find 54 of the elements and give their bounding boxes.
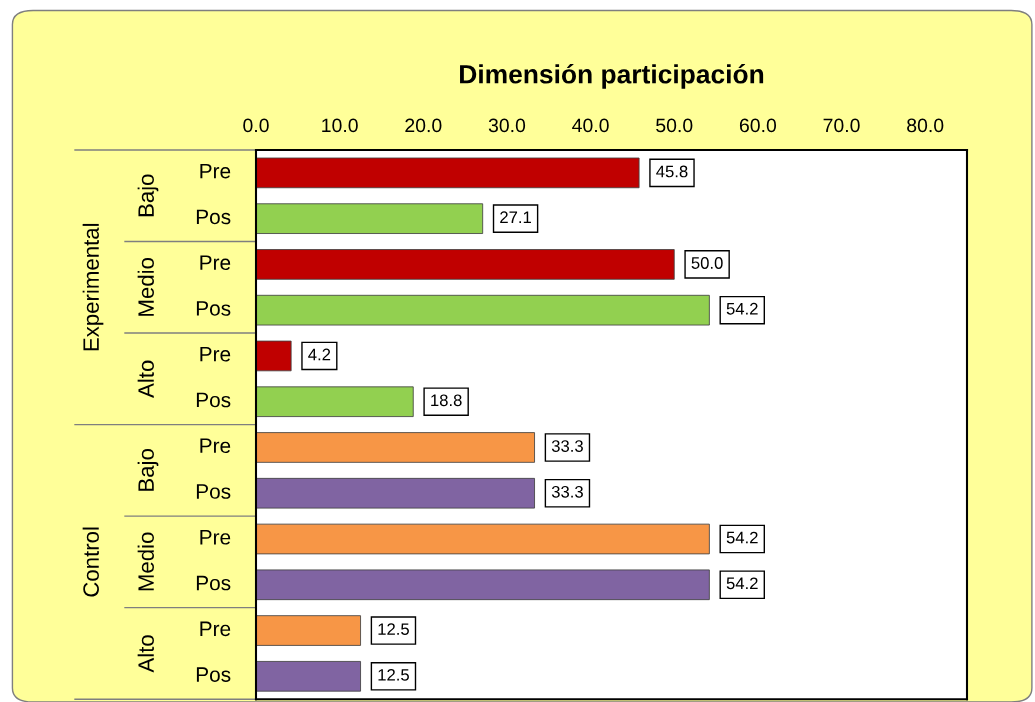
data-label: 27.1: [500, 211, 531, 223]
bar: [256, 157, 640, 189]
bar: [256, 432, 535, 463]
y-tick-label: Pre: [200, 163, 231, 179]
text: Medio: [137, 257, 154, 316]
text: Bajo: [137, 449, 159, 491]
x-tick-label: 40.0: [572, 118, 609, 133]
y-tick-label: Pre: [200, 347, 231, 362]
y-tick-label: Pos: [196, 209, 231, 225]
text: Medio: [137, 532, 154, 591]
bar: [256, 294, 710, 326]
data-label: 12.5: [378, 668, 409, 681]
text: Bajo: [137, 174, 159, 217]
y-tick-label: Pos: [196, 484, 231, 499]
x-tick-label: 80.0: [907, 118, 944, 133]
text: Alto: [137, 635, 154, 673]
data-label: 33.3: [551, 440, 583, 452]
x-tick-label: 70.0: [823, 118, 860, 133]
y-tick-label: Pos: [196, 301, 231, 316]
y-tick-label: Pos: [196, 667, 231, 682]
bar: [256, 661, 361, 692]
data-label: 18.8: [431, 394, 462, 407]
x-tick-label: 20.0: [405, 118, 442, 133]
bar: [256, 477, 535, 509]
text: Control: [82, 527, 99, 597]
chart-title: Dimensión participación: [460, 63, 764, 89]
x-tick-label: 60.0: [739, 118, 777, 133]
data-label: 33.3: [551, 485, 583, 498]
y-tick-label: Pre: [200, 530, 231, 545]
bar: [256, 523, 710, 555]
bar: [256, 386, 414, 418]
data-label: 4.2: [308, 348, 331, 361]
bar: [256, 340, 292, 372]
y-tick-label: Pos: [196, 575, 231, 591]
data-label: 54.2: [726, 302, 758, 315]
x-tick-label: 0.0: [243, 118, 269, 133]
x-tick-label: 10.0: [322, 118, 358, 133]
data-label: 50.0: [691, 257, 723, 269]
bar: [256, 203, 484, 234]
data-label: 45.8: [656, 165, 688, 178]
data-label: 54.2: [726, 531, 758, 544]
text: Experimental: [82, 223, 104, 351]
bar: [256, 615, 361, 646]
y-tick-label: Pos: [196, 392, 231, 408]
data-label: 12.5: [378, 623, 409, 636]
x-tick-label: 50.0: [656, 118, 693, 133]
x-tick-label: 30.0: [488, 118, 526, 133]
y-tick-label: Pre: [200, 438, 231, 454]
y-tick-label: Pre: [200, 621, 231, 637]
y-tick-label: Pre: [200, 255, 231, 271]
text: Alto: [137, 360, 154, 398]
bar: [256, 249, 675, 280]
bar: [256, 569, 710, 601]
data-label: 54.2: [726, 577, 758, 590]
